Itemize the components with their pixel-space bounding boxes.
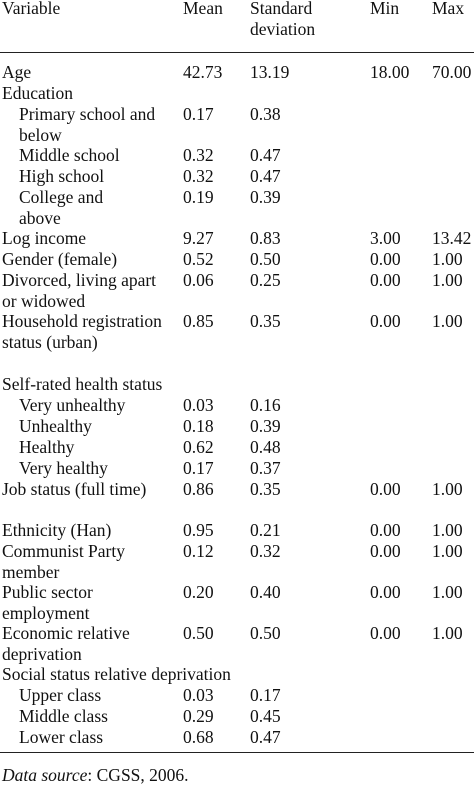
footnote-text: : CGSS, 2006. xyxy=(87,765,189,785)
row-label: Divorced, living apart or widowed xyxy=(2,270,157,311)
row-label: Middle class xyxy=(19,706,108,726)
row-mean: 0.52 xyxy=(183,249,214,269)
row-sd: 0.16 xyxy=(250,395,281,415)
row-label: Public sector employment xyxy=(2,582,93,623)
row-max: 70.00 xyxy=(432,62,472,82)
row-sd: 0.45 xyxy=(250,706,281,726)
row-sd: 0.25 xyxy=(250,270,281,290)
row-mean: 0.12 xyxy=(183,541,214,561)
row-sd: 0.50 xyxy=(250,623,281,643)
row-max: 1.00 xyxy=(432,520,463,540)
row-min: 0.00 xyxy=(370,623,401,643)
row-sd: 0.38 xyxy=(250,104,281,124)
row-mean: 0.03 xyxy=(183,685,214,705)
row-label: Communist Party member xyxy=(2,541,125,582)
footnote-label: Data source xyxy=(2,765,88,785)
row-mean: 9.27 xyxy=(183,228,214,248)
row-min: 0.00 xyxy=(370,520,401,540)
row-label: Gender (female) xyxy=(2,249,118,269)
row-mean: 0.85 xyxy=(183,311,214,331)
row-sd: 0.35 xyxy=(250,479,281,499)
header-max: Max xyxy=(432,0,465,18)
row-mean: 0.17 xyxy=(183,104,214,124)
row-max: 13.42 xyxy=(432,228,472,248)
row-label: Unhealthy xyxy=(19,416,92,436)
row-mean: 0.06 xyxy=(183,270,214,290)
row-max: 1.00 xyxy=(432,582,463,602)
header-mean: Mean xyxy=(183,0,223,18)
row-label: Ethnicity (Han) xyxy=(2,520,112,540)
row-min: 0.00 xyxy=(370,249,401,269)
row-label: Self-rated health status xyxy=(2,374,163,394)
row-sd: 0.40 xyxy=(250,582,281,602)
header-variable: Variable xyxy=(2,0,61,18)
row-label: Education xyxy=(2,83,73,103)
row-min: 0.00 xyxy=(370,479,401,499)
footnote: Data source: CGSS, 2006. xyxy=(2,765,189,786)
row-min: 3.00 xyxy=(370,228,401,248)
row-mean: 0.03 xyxy=(183,395,214,415)
row-sd: 0.37 xyxy=(250,458,281,478)
row-sd: 0.35 xyxy=(250,311,281,331)
row-max: 1.00 xyxy=(432,623,463,643)
row-sd: 0.39 xyxy=(250,416,281,436)
row-mean: 0.32 xyxy=(183,145,214,165)
row-label: Upper class xyxy=(19,685,102,705)
row-mean: 0.50 xyxy=(183,623,214,643)
row-label: Job status (full time) xyxy=(2,479,147,499)
row-mean: 0.62 xyxy=(183,437,214,457)
row-mean: 0.19 xyxy=(183,187,214,207)
row-label: College and above xyxy=(19,187,104,228)
row-label: Lower class xyxy=(19,727,104,747)
row-max: 1.00 xyxy=(432,270,463,290)
bottom-rule xyxy=(0,752,474,753)
table-header: Variable Mean Standard deviation Min Max xyxy=(0,0,474,42)
row-mean: 0.29 xyxy=(183,706,214,726)
row-sd: 0.39 xyxy=(250,187,281,207)
row-mean: 0.32 xyxy=(183,166,214,186)
row-max: 1.00 xyxy=(432,541,463,561)
row-mean: 0.86 xyxy=(183,479,214,499)
row-mean: 0.95 xyxy=(183,520,214,540)
row-sd: 13.19 xyxy=(250,62,290,82)
row-sd: 0.47 xyxy=(250,145,281,165)
row-mean: 42.73 xyxy=(183,62,223,82)
row-sd: 0.17 xyxy=(250,685,281,705)
row-min: 0.00 xyxy=(370,582,401,602)
row-label: Social status relative deprivation xyxy=(2,664,231,684)
row-sd: 0.21 xyxy=(250,520,281,540)
row-min: 0.00 xyxy=(370,270,401,290)
row-mean: 0.20 xyxy=(183,582,214,602)
header-sd: Standard deviation xyxy=(250,0,316,39)
row-mean: 0.68 xyxy=(183,727,214,747)
row-max: 1.00 xyxy=(432,311,463,331)
row-sd: 0.47 xyxy=(250,166,281,186)
row-min: 18.00 xyxy=(370,62,410,82)
header-min: Min xyxy=(370,0,400,18)
row-label: Very healthy xyxy=(19,458,108,478)
row-max: 1.00 xyxy=(432,249,463,269)
row-label: Age xyxy=(2,62,32,82)
row-sd: 0.50 xyxy=(250,249,281,269)
row-mean: 0.17 xyxy=(183,458,214,478)
row-min: 0.00 xyxy=(370,541,401,561)
row-label: Middle school xyxy=(19,145,120,165)
row-label: Economic relative deprivation xyxy=(2,623,130,664)
row-sd: 0.47 xyxy=(250,727,281,747)
row-max: 1.00 xyxy=(432,479,463,499)
row-label: Log income xyxy=(2,228,87,248)
row-label: Healthy xyxy=(19,437,75,457)
row-sd: 0.83 xyxy=(250,228,281,248)
row-sd: 0.32 xyxy=(250,541,281,561)
header-rule xyxy=(0,52,474,53)
row-label: Primary school and below xyxy=(19,104,156,145)
row-min: 0.00 xyxy=(370,311,401,331)
row-label: Very unhealthy xyxy=(19,395,126,415)
row-label: High school xyxy=(19,166,105,186)
row-label: Household registration status (urban) xyxy=(2,311,162,352)
row-sd: 0.48 xyxy=(250,437,281,457)
row-mean: 0.18 xyxy=(183,416,214,436)
